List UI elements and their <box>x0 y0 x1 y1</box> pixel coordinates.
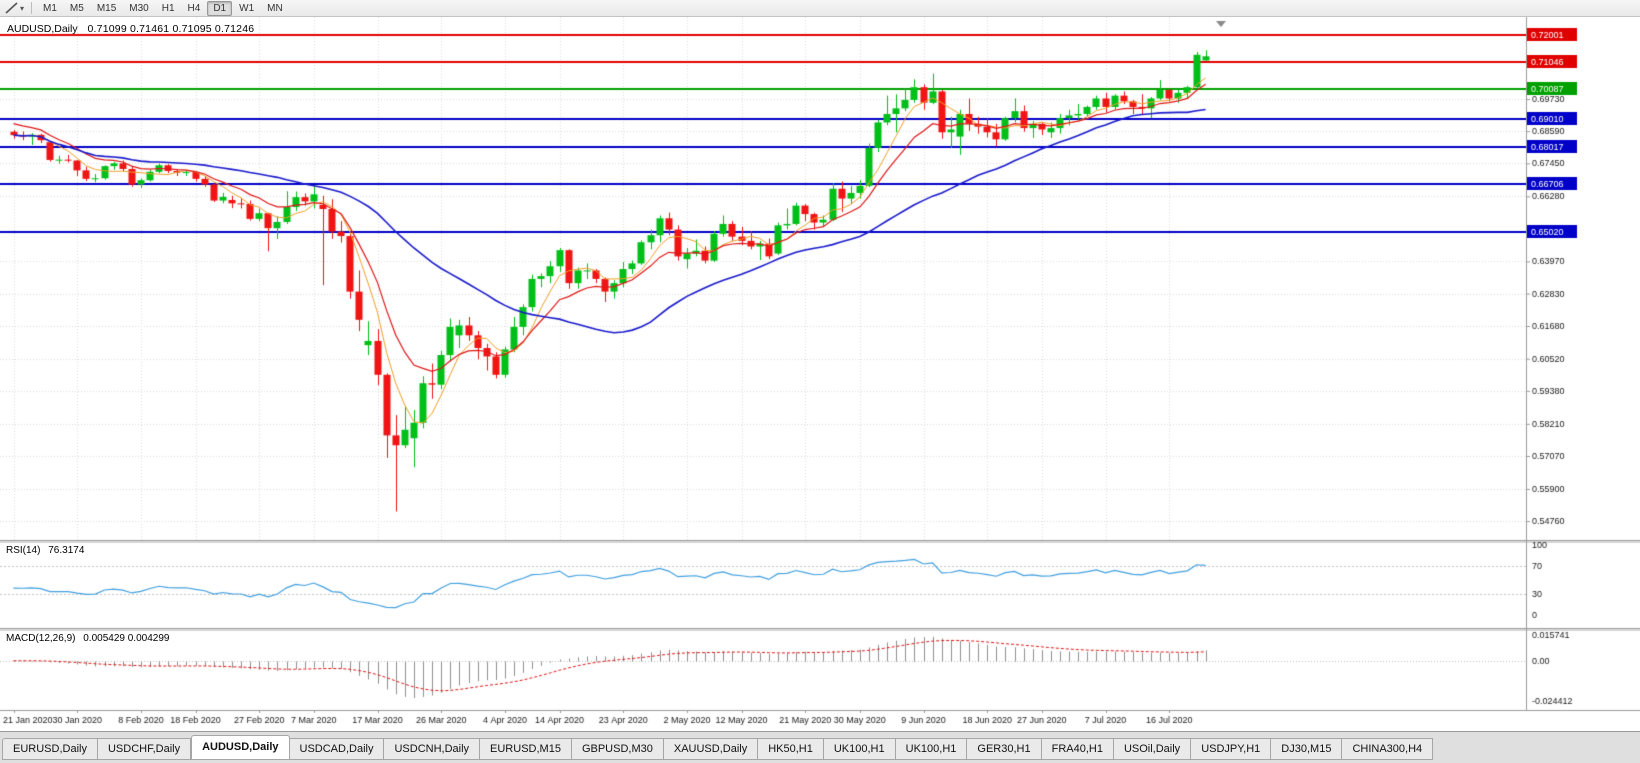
chart-tab-eurusd-m15[interactable]: EURUSD,M15 <box>480 738 572 760</box>
chart-tab-gbpusd-m30[interactable]: GBPUSD,M30 <box>571 738 664 760</box>
chart-tab-dj30-m15[interactable]: DJ30,M15 <box>1271 738 1343 760</box>
timeframe-button-h4[interactable]: H4 <box>182 1 207 16</box>
chart-tab-china300-h4[interactable]: CHINA300,H4 <box>1342 738 1434 760</box>
chart-tab-uk100-h1[interactable]: UK100,H1 <box>823 738 896 760</box>
chart-tab-audusd-daily[interactable]: AUDUSD,Daily <box>191 735 290 760</box>
toolbar: ▾ M1 M5 M15 M30 H1 H4 D1 W1 MN <box>0 0 1640 17</box>
timeframe-buttons: M1 M5 M15 M30 H1 H4 D1 W1 MN <box>37 0 289 16</box>
trendline-tool-icon[interactable] <box>3 1 20 16</box>
chart-tab-usoil-daily[interactable]: USOil,Daily <box>1113 738 1192 760</box>
chart-tab-bar: EURUSD,Daily USDCHF,Daily AUDUSD,Daily USDC… <box>0 731 1640 763</box>
chart-canvas[interactable] <box>0 17 1640 731</box>
chart-tab-usdchf-daily[interactable]: USDCHF,Daily <box>97 738 192 760</box>
chart-tab-hk50-h1[interactable]: HK50,H1 <box>758 738 824 760</box>
timeframe-button-m5[interactable]: M5 <box>64 1 90 16</box>
chevron-down-icon[interactable]: ▾ <box>20 3 25 13</box>
chart-tab-ger30-h1[interactable]: GER30,H1 <box>967 738 1042 760</box>
toolbar-separator <box>31 2 33 14</box>
chart-tab-uk100-h1[interactable]: UK100,H1 <box>895 738 968 760</box>
timeframe-button-m30[interactable]: M30 <box>123 1 154 16</box>
chart-tab-fra40-h1[interactable]: FRA40,H1 <box>1041 738 1114 760</box>
chart-tab-usdcnh-daily[interactable]: USDCNH,Daily <box>384 738 481 760</box>
chart-tab-eurusd-daily[interactable]: EURUSD,Daily <box>2 738 98 760</box>
timeframe-button-m15[interactable]: M15 <box>91 1 122 16</box>
chart-tab-usdcad-daily[interactable]: USDCAD,Daily <box>289 738 385 760</box>
timeframe-button-d1[interactable]: D1 <box>207 0 233 16</box>
timeframe-button-mn[interactable]: MN <box>261 1 289 16</box>
chart-area: AUDUSD,Daily 0.71099 0.71461 0.71095 0.7… <box>0 17 1640 731</box>
timeframe-button-w1[interactable]: W1 <box>233 1 260 16</box>
timeframe-button-h1[interactable]: H1 <box>156 1 181 16</box>
timeframe-button-m1[interactable]: M1 <box>37 1 63 16</box>
chart-tab-xauusd-daily[interactable]: XAUUSD,Daily <box>663 738 759 760</box>
chart-tab-usdjpy-h1[interactable]: USDJPY,H1 <box>1191 738 1272 760</box>
